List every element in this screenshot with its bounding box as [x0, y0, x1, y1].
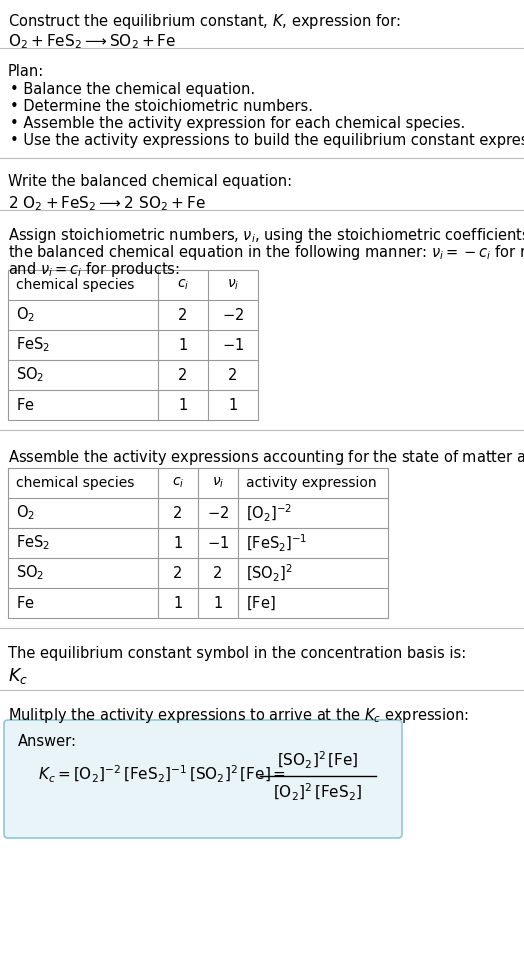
- Text: • Determine the stoichiometric numbers.: • Determine the stoichiometric numbers.: [10, 99, 313, 114]
- Text: Assign stoichiometric numbers, $\nu_i$, using the stoichiometric coefficients, $: Assign stoichiometric numbers, $\nu_i$, …: [8, 226, 524, 245]
- Text: 2: 2: [173, 505, 183, 521]
- Text: $\mathrm{O_2 + FeS_2 \longrightarrow SO_2 + Fe}$: $\mathrm{O_2 + FeS_2 \longrightarrow SO_…: [8, 32, 177, 51]
- Text: $\mathrm{Fe}$: $\mathrm{Fe}$: [16, 397, 35, 413]
- Text: $-2$: $-2$: [222, 307, 244, 323]
- Bar: [8, 468, 388, 618]
- Text: 1: 1: [213, 596, 223, 611]
- Text: $[\mathrm{FeS_2}]^{-1}$: $[\mathrm{FeS_2}]^{-1}$: [246, 532, 308, 553]
- Text: 1: 1: [173, 535, 183, 550]
- Text: $c_i$: $c_i$: [172, 476, 184, 490]
- Text: activity expression: activity expression: [246, 476, 377, 490]
- Text: 1: 1: [228, 397, 237, 412]
- Text: $\mathrm{2\ O_2 + FeS_2 \longrightarrow 2\ SO_2 + Fe}$: $\mathrm{2\ O_2 + FeS_2 \longrightarrow …: [8, 194, 205, 213]
- Text: $c_i$: $c_i$: [177, 278, 189, 292]
- Text: $[\mathrm{SO_2}]^{2}\,[\mathrm{Fe}]$: $[\mathrm{SO_2}]^{2}\,[\mathrm{Fe}]$: [277, 749, 359, 770]
- Bar: [8, 270, 258, 420]
- Text: 1: 1: [178, 338, 188, 353]
- Text: $\mathrm{FeS_2}$: $\mathrm{FeS_2}$: [16, 336, 50, 354]
- Text: Assemble the activity expressions accounting for the state of matter and $\nu_i$: Assemble the activity expressions accoun…: [8, 448, 524, 467]
- Text: 1: 1: [178, 397, 188, 412]
- Text: • Assemble the activity expression for each chemical species.: • Assemble the activity expression for e…: [10, 116, 465, 131]
- Text: and $\nu_i = c_i$ for products:: and $\nu_i = c_i$ for products:: [8, 260, 180, 279]
- Text: $\mathrm{O_2}$: $\mathrm{O_2}$: [16, 306, 35, 324]
- Text: • Balance the chemical equation.: • Balance the chemical equation.: [10, 82, 255, 97]
- Text: 1: 1: [173, 596, 183, 611]
- Text: the balanced chemical equation in the following manner: $\nu_i = -c_i$ for react: the balanced chemical equation in the fo…: [8, 243, 524, 262]
- Text: $K_c = [\mathrm{O_2}]^{-2}\,[\mathrm{FeS_2}]^{-1}\,[\mathrm{SO_2}]^{2}\,[\mathrm: $K_c = [\mathrm{O_2}]^{-2}\,[\mathrm{FeS…: [38, 763, 286, 784]
- Text: Mulitply the activity expressions to arrive at the $K_c$ expression:: Mulitply the activity expressions to arr…: [8, 706, 469, 725]
- Text: $[\mathrm{O_2}]^{-2}$: $[\mathrm{O_2}]^{-2}$: [246, 503, 292, 524]
- Text: $\mathrm{FeS_2}$: $\mathrm{FeS_2}$: [16, 533, 50, 552]
- Text: $[\mathrm{O_2}]^{2}\,[\mathrm{FeS_2}]$: $[\mathrm{O_2}]^{2}\,[\mathrm{FeS_2}]$: [274, 782, 363, 803]
- Text: • Use the activity expressions to build the equilibrium constant expression.: • Use the activity expressions to build …: [10, 133, 524, 148]
- Text: $[\mathrm{Fe}]$: $[\mathrm{Fe}]$: [246, 595, 276, 612]
- Text: 2: 2: [213, 566, 223, 580]
- Text: Plan:: Plan:: [8, 64, 44, 79]
- Text: $-1$: $-1$: [207, 535, 229, 551]
- Text: Answer:: Answer:: [18, 734, 77, 749]
- Text: $-2$: $-2$: [207, 505, 229, 521]
- Text: $K_c$: $K_c$: [8, 666, 28, 686]
- Text: chemical species: chemical species: [16, 476, 134, 490]
- Text: Construct the equilibrium constant, $K$, expression for:: Construct the equilibrium constant, $K$,…: [8, 12, 401, 31]
- Text: 2: 2: [228, 367, 238, 383]
- Text: $[\mathrm{SO_2}]^{2}$: $[\mathrm{SO_2}]^{2}$: [246, 562, 293, 583]
- Text: $-1$: $-1$: [222, 337, 244, 353]
- Text: 2: 2: [178, 308, 188, 322]
- Text: $\nu_i$: $\nu_i$: [212, 476, 224, 490]
- Text: 2: 2: [178, 367, 188, 383]
- Text: $\mathrm{SO_2}$: $\mathrm{SO_2}$: [16, 564, 45, 582]
- Text: 2: 2: [173, 566, 183, 580]
- Text: Write the balanced chemical equation:: Write the balanced chemical equation:: [8, 174, 292, 189]
- Text: $\mathrm{SO_2}$: $\mathrm{SO_2}$: [16, 365, 45, 385]
- Text: The equilibrium constant symbol in the concentration basis is:: The equilibrium constant symbol in the c…: [8, 646, 466, 661]
- Text: $\mathrm{Fe}$: $\mathrm{Fe}$: [16, 595, 35, 611]
- Text: $\mathrm{O_2}$: $\mathrm{O_2}$: [16, 503, 35, 523]
- FancyBboxPatch shape: [4, 720, 402, 838]
- Text: chemical species: chemical species: [16, 278, 134, 292]
- Text: $\nu_i$: $\nu_i$: [227, 278, 239, 292]
